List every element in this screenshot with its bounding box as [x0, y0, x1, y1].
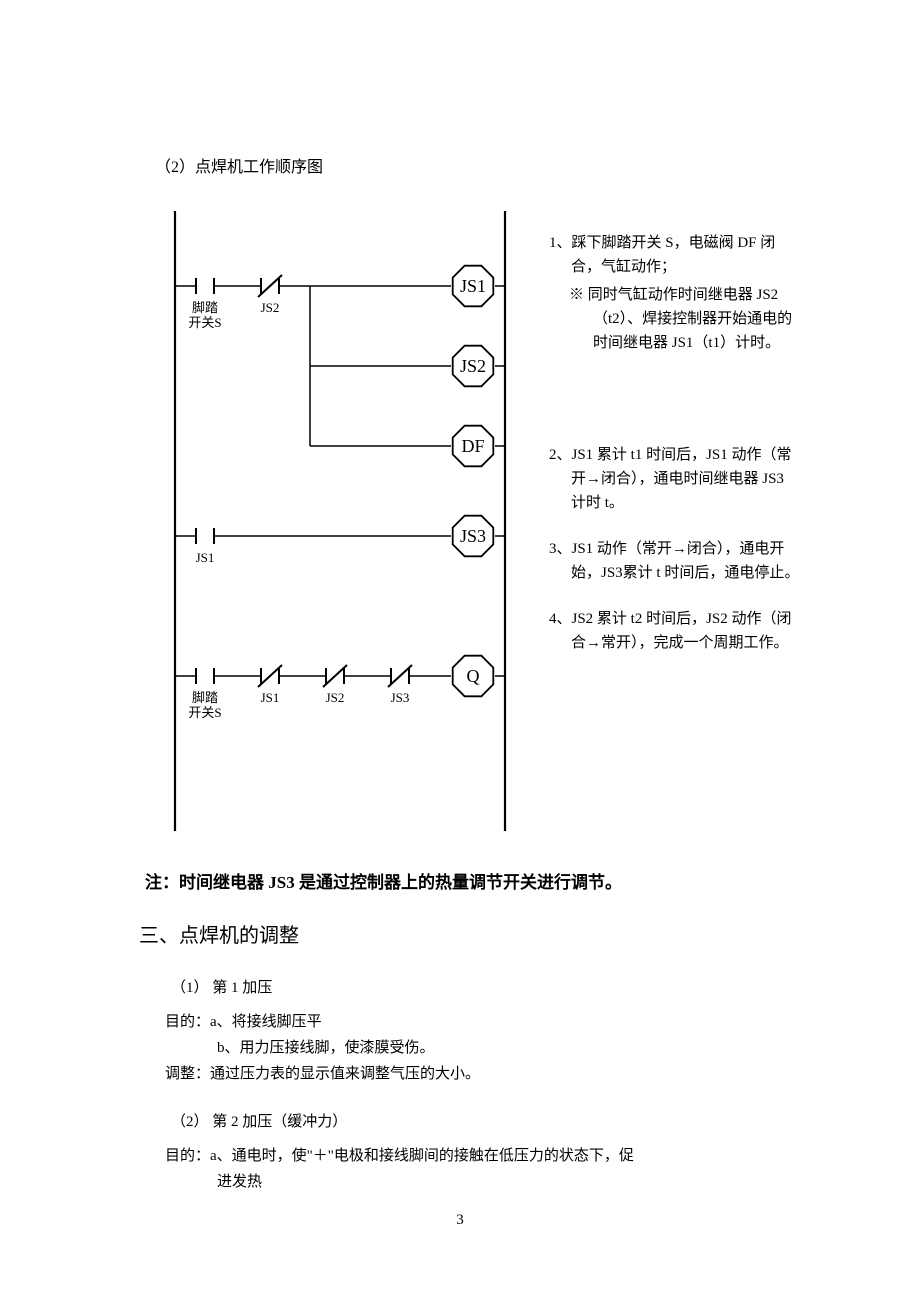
desc-text: 4、JS2 累计 t2 时间后，JS2 动作（闭合→常开），完成一个周期工作。	[549, 607, 800, 655]
svg-text:JS2: JS2	[261, 300, 280, 315]
svg-text:脚踏: 脚踏	[192, 690, 218, 705]
svg-text:脚踏: 脚踏	[192, 300, 218, 315]
svg-text:JS1: JS1	[196, 550, 215, 565]
sec3-line: 目的：a、通电时，使"＋"电极和接线脚间的接触在低压力的状态下，促	[165, 1144, 800, 1168]
desc-item-3: 3、JS1 动作（常开→闭合），通电开始，JS3累计 t 时间后，通电停止。	[549, 537, 800, 585]
main-content-row: 脚踏开关SJS2JS1JS2DFJS1JS3脚踏开关SJS1JS2JS3Q 1、…	[155, 211, 800, 841]
section-3-body: （1） 第 1 加压目的：a、将接线脚压平b、用力压接线脚，使漆膜受伤。调整：通…	[155, 976, 800, 1194]
sec3-line: 目的：a、将接线脚压平	[165, 1010, 800, 1034]
desc-text: 2、JS1 累计 t1 时间后，JS1 动作（常开→闭合），通电时间继电器 JS…	[549, 443, 800, 515]
desc-item-2: 2、JS1 累计 t1 时间后，JS1 动作（常开→闭合），通电时间继电器 JS…	[549, 443, 800, 515]
description-column: 1、踩下脚踏开关 S，电磁阀 DF 闭合，气缸动作；※ 同时气缸动作时间继电器 …	[549, 211, 800, 841]
desc-item-1: 1、踩下脚踏开关 S，电磁阀 DF 闭合，气缸动作；※ 同时气缸动作时间继电器 …	[549, 231, 800, 355]
svg-text:Q: Q	[467, 666, 480, 686]
desc-item-4: 4、JS2 累计 t2 时间后，JS2 动作（闭合→常开），完成一个周期工作。	[549, 607, 800, 655]
svg-text:JS3: JS3	[391, 690, 410, 705]
sec3-line: 调整：通过压力表的显示值来调整气压的大小。	[165, 1062, 800, 1086]
svg-text:JS2: JS2	[460, 356, 486, 376]
sec3-item-num: （1） 第 1 加压	[171, 976, 800, 1000]
svg-text:开关S: 开关S	[188, 705, 221, 720]
note-line: 注：时间继电器 JS3 是通过控制器上的热量调节开关进行调节。	[145, 869, 800, 896]
svg-text:JS3: JS3	[460, 526, 486, 546]
sec3-item-2: （2） 第 2 加压（缓冲力） 目的：a、通电时，使"＋"电极和接线脚间的接触在低…	[165, 1110, 800, 1194]
sec3-item-num: （2） 第 2 加压（缓冲力）	[171, 1110, 800, 1134]
ladder-diagram: 脚踏开关SJS2JS1JS2DFJS1JS3脚踏开关SJS1JS2JS3Q	[155, 211, 515, 841]
svg-text:JS1: JS1	[261, 690, 280, 705]
section-2-title: （2）点焊机工作顺序图	[155, 155, 800, 181]
desc-sub: ※ 同时气缸动作时间继电器 JS2（t2）、焊接控制器开始通电的时间继电器 JS…	[549, 283, 800, 355]
desc-text: 3、JS1 动作（常开→闭合），通电开始，JS3累计 t 时间后，通电停止。	[549, 537, 800, 585]
svg-text:DF: DF	[461, 436, 484, 456]
svg-text:JS1: JS1	[460, 276, 486, 296]
sec3-line: 进发热	[165, 1170, 800, 1194]
svg-text:开关S: 开关S	[188, 315, 221, 330]
ladder-diagram-container: 脚踏开关SJS2JS1JS2DFJS1JS3脚踏开关SJS1JS2JS3Q	[155, 211, 515, 841]
page-number: 3	[0, 1208, 920, 1232]
desc-text: 1、踩下脚踏开关 S，电磁阀 DF 闭合，气缸动作；	[549, 231, 800, 279]
sec3-item-1: （1） 第 1 加压目的：a、将接线脚压平b、用力压接线脚，使漆膜受伤。调整：通…	[165, 976, 800, 1086]
section-3-title: 三、点焊机的调整	[139, 920, 800, 952]
sec3-line: b、用力压接线脚，使漆膜受伤。	[165, 1036, 800, 1060]
svg-text:JS2: JS2	[326, 690, 345, 705]
